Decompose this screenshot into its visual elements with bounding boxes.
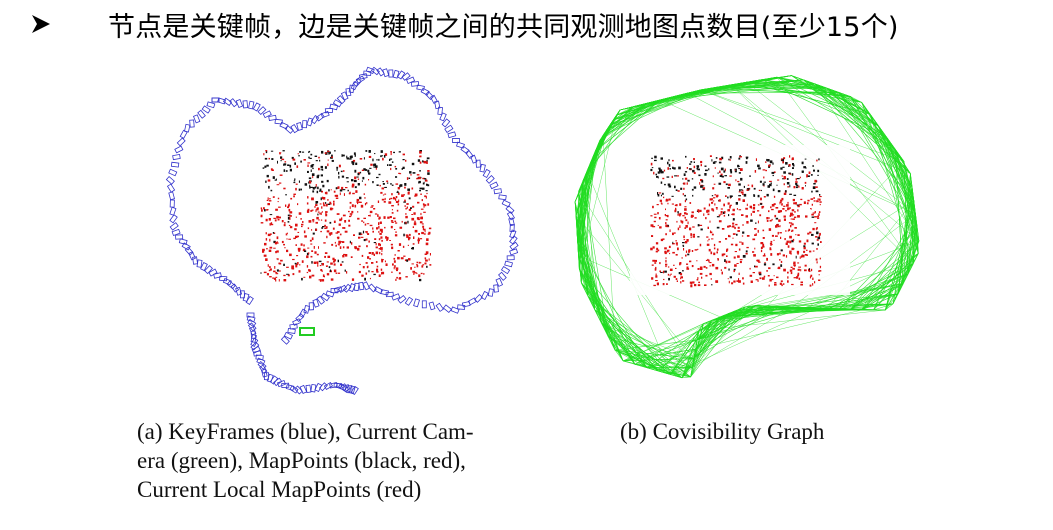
mappoint-cloud <box>260 150 432 282</box>
covisibility-graph-plot <box>574 75 920 379</box>
current-camera-icon <box>299 327 315 336</box>
figure-a-keyframes <box>155 60 535 405</box>
caption-a: (a) KeyFrames (blue), Current Cam- era (… <box>137 417 537 504</box>
keyframe-trajectory <box>165 66 519 395</box>
caption-b-text: (b) Covisibility Graph <box>620 419 825 444</box>
caption-b: (b) Covisibility Graph <box>620 417 920 446</box>
caption-a-line-3: Current Local MapPoints (red) <box>137 477 422 502</box>
caption-a-line-1: (a) KeyFrames (blue), Current Cam- <box>137 419 474 444</box>
keyframes-plot <box>165 66 519 395</box>
mappoint-cloud <box>650 155 822 288</box>
caption-a-line-2: era (green), MapPoints (black, red), <box>137 448 466 473</box>
covisibility-edges <box>574 75 920 379</box>
headline-text: 节点是关键帧，边是关键帧之间的共同观测地图点数目(至少15个) <box>108 11 899 43</box>
figure-b-covisibility <box>560 60 930 405</box>
arrowhead-bullet-icon <box>32 15 50 33</box>
headline-row: 节点是关键帧，边是关键帧之间的共同观测地图点数目(至少15个) <box>30 4 1040 44</box>
